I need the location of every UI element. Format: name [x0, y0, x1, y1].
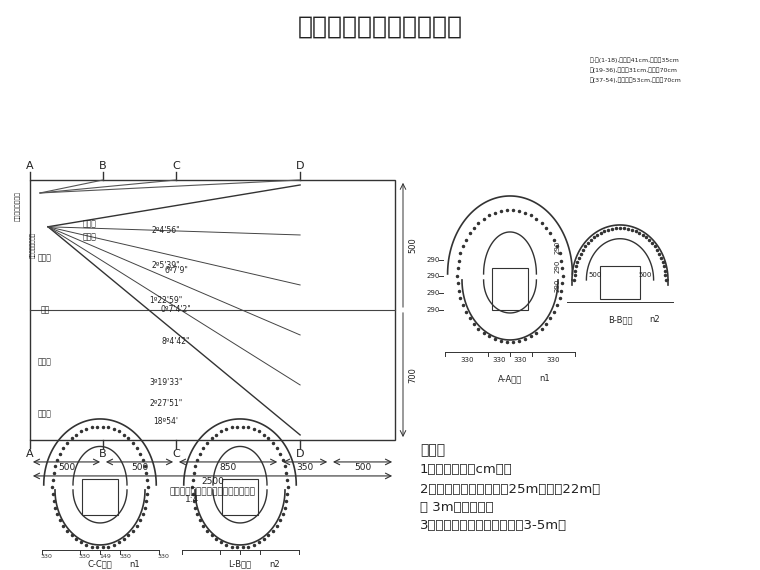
Text: 8º4'42": 8º4'42": [162, 337, 190, 345]
Text: 6º7'9": 6º7'9": [164, 266, 188, 275]
Text: 2500: 2500: [201, 478, 224, 486]
Text: A-A断面: A-A断面: [498, 374, 522, 384]
Bar: [30, 180, 395, 440]
Text: 孔深水: 孔深水: [38, 254, 52, 262]
Text: 2º4'56": 2º4'56": [152, 226, 180, 235]
Text: 1:4: 1:4: [185, 495, 200, 504]
Text: 注浆孔: 注浆孔: [83, 232, 97, 241]
Text: 超额帷幕注浆方案: 超额帷幕注浆方案: [15, 191, 21, 221]
Text: 500: 500: [58, 463, 75, 473]
Bar: [492, 268, 528, 310]
Text: 正洞帷幕注浆钻孔示意图: 正洞帷幕注浆钻孔示意图: [297, 15, 463, 39]
Text: 水交叉: 水交叉: [38, 409, 52, 418]
Text: 1º22'59": 1º22'59": [150, 296, 182, 306]
Text: L-B断面: L-B断面: [229, 560, 252, 569]
Bar: [600, 266, 640, 299]
Text: 隧道帷幕超前帷幕注浆孔布置剖面图: 隧道帷幕超前帷幕注浆孔布置剖面图: [169, 487, 255, 496]
Text: 孔深水: 孔深水: [83, 219, 97, 228]
Text: 3、钻孔孔底距开挖轮廓线外3-5m。: 3、钻孔孔底距开挖轮廓线外3-5m。: [420, 519, 567, 532]
Text: D: D: [296, 161, 304, 171]
Text: C: C: [172, 449, 180, 459]
Text: 290: 290: [554, 279, 560, 292]
Text: 3º19'33": 3º19'33": [149, 378, 182, 387]
Text: 290: 290: [426, 307, 439, 313]
Text: 350: 350: [296, 463, 314, 473]
Text: 500: 500: [588, 272, 602, 278]
Text: B: B: [100, 161, 107, 171]
Text: 说明：: 说明：: [420, 443, 445, 457]
Text: 330: 330: [157, 555, 169, 559]
Text: B: B: [100, 449, 107, 459]
Text: B-B断面: B-B断面: [608, 315, 632, 324]
Text: 甲(37-54),孔底距开53cm,孔距向70cm: 甲(37-54),孔底距开53cm,孔距向70cm: [590, 77, 682, 83]
Text: 290: 290: [426, 256, 439, 263]
Text: 18º54': 18º54': [154, 417, 179, 426]
Text: 330: 330: [514, 357, 527, 363]
Text: 2º27'51": 2º27'51": [150, 399, 182, 408]
Text: 止水: 止水: [40, 306, 49, 315]
Text: A: A: [26, 161, 33, 171]
Text: 330: 330: [460, 357, 473, 363]
Text: 甲-乙(1-18),孔深从41cm,孔距向35cm: 甲-乙(1-18),孔深从41cm,孔距向35cm: [590, 57, 680, 63]
Bar: [82, 479, 118, 515]
Text: 500: 500: [638, 272, 651, 278]
Text: 500: 500: [131, 463, 148, 473]
Text: 700: 700: [409, 367, 417, 383]
Text: 进行下沉量有时候: 进行下沉量有时候: [30, 232, 36, 258]
Text: 注浆孔: 注浆孔: [38, 357, 52, 367]
Text: C-C断面: C-C断面: [87, 560, 112, 569]
Text: 乙(19-36),孔深从31cm,孔距向70cm: 乙(19-36),孔深从31cm,孔距向70cm: [590, 67, 678, 73]
Text: 500: 500: [409, 237, 417, 253]
Text: 500: 500: [354, 463, 371, 473]
Text: 290: 290: [554, 259, 560, 273]
Text: n2: n2: [270, 560, 280, 569]
Text: n1: n1: [540, 374, 550, 384]
Text: D: D: [296, 449, 304, 459]
Text: 290: 290: [426, 290, 439, 296]
Text: 149: 149: [99, 555, 111, 559]
Text: 2º5'39": 2º5'39": [152, 261, 180, 270]
Text: 330: 330: [546, 357, 560, 363]
Text: 290: 290: [426, 274, 439, 279]
Text: C: C: [172, 161, 180, 171]
Text: 0º7'4'2": 0º7'4'2": [160, 306, 192, 315]
Text: 330: 330: [40, 555, 52, 559]
Text: 330: 330: [119, 555, 131, 559]
Text: A: A: [26, 449, 33, 459]
Text: 留 3m止浆岩盘；: 留 3m止浆岩盘；: [420, 502, 494, 515]
Text: n1: n1: [130, 560, 141, 569]
Text: 1、本图尺寸以cm计；: 1、本图尺寸以cm计；: [420, 463, 513, 477]
Text: 290: 290: [554, 241, 560, 254]
Text: 850: 850: [220, 463, 236, 473]
Bar: [222, 479, 258, 515]
Text: 2、帷幕注浆钻孔每循环25m，开挖22m，: 2、帷幕注浆钻孔每循环25m，开挖22m，: [420, 483, 600, 496]
Text: 330: 330: [492, 357, 506, 363]
Text: 330: 330: [79, 555, 90, 559]
Text: n2: n2: [650, 315, 660, 324]
